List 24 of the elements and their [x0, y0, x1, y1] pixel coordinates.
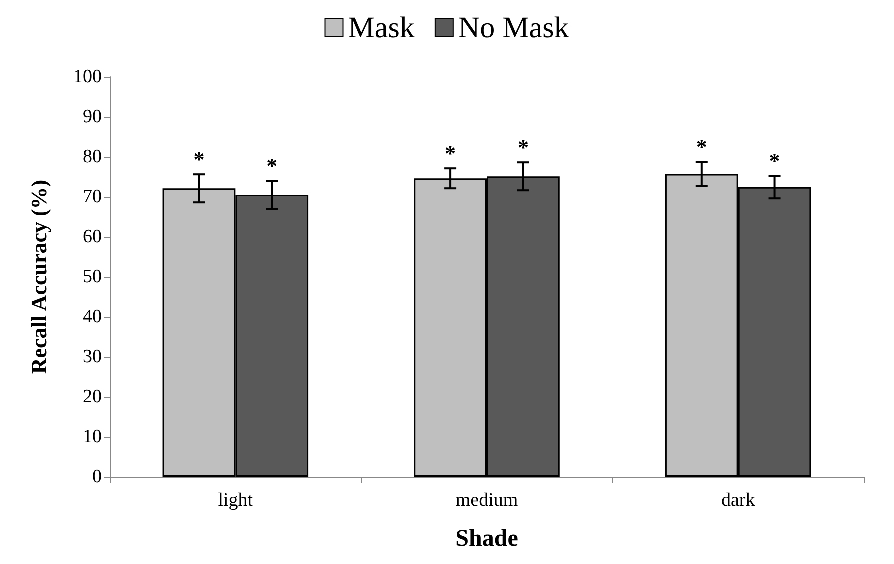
data-label: * — [769, 148, 780, 174]
legend-label: Mask — [348, 12, 415, 44]
x-tick-label: dark — [721, 490, 756, 511]
y-tick-label: 40 — [83, 306, 102, 328]
x-tick-label: medium — [456, 490, 518, 511]
y-axis-title: Recall Accuracy (%) — [26, 180, 52, 374]
data-label: * — [194, 147, 205, 172]
y-tick-label: 10 — [83, 426, 102, 448]
data-label: * — [266, 154, 278, 178]
y-tick-label: 60 — [83, 226, 102, 248]
data-label: * — [518, 135, 529, 160]
y-tick-label: 100 — [74, 66, 102, 88]
x-tick-label: light — [218, 490, 254, 511]
legend-label: No Mask — [458, 12, 570, 44]
x-axis-title: Shade — [456, 526, 519, 552]
data-label: * — [445, 141, 456, 166]
y-tick-label: 80 — [83, 146, 102, 168]
y-tick-label: 20 — [83, 386, 102, 408]
y-tick-label: 0 — [92, 466, 102, 488]
y-tick-label: 30 — [83, 346, 102, 368]
y-tick-label: 50 — [83, 266, 102, 288]
y-tick-label: 90 — [83, 106, 102, 128]
data-label: * — [696, 134, 708, 160]
y-tick-label: 70 — [83, 186, 102, 208]
